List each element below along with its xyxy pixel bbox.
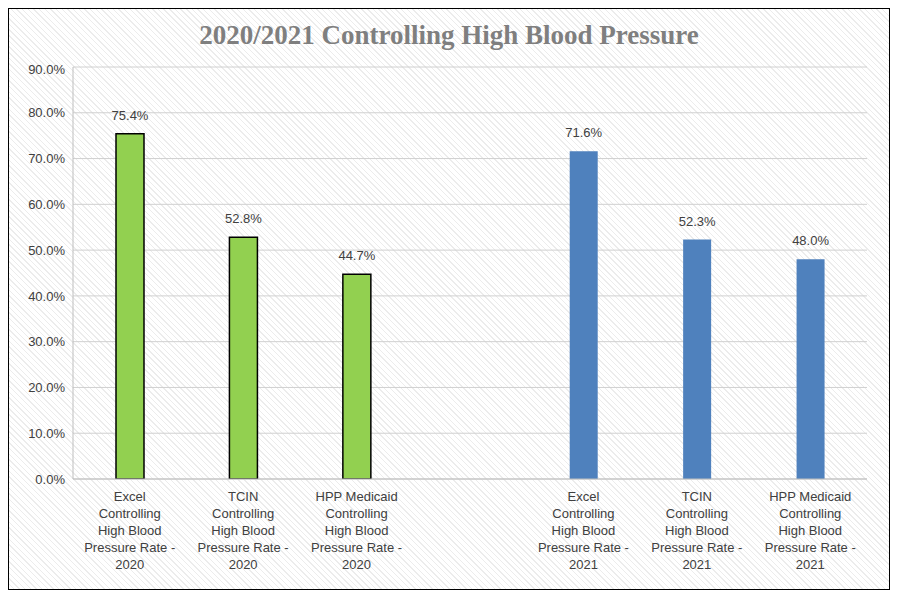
svg-text:ExcelControllingHigh BloodPres: ExcelControllingHigh BloodPressure Rate … xyxy=(538,489,629,572)
svg-text:TCINControllingHigh BloodPress: TCINControllingHigh BloodPressure Rate -… xyxy=(198,489,289,572)
svg-text:HPP MedicaidControllingHigh Bl: HPP MedicaidControllingHigh BloodPressur… xyxy=(765,489,856,572)
svg-text:50.0%: 50.0% xyxy=(28,243,65,258)
svg-text:70.0%: 70.0% xyxy=(28,151,65,166)
svg-text:60.0%: 60.0% xyxy=(28,197,65,212)
svg-text:52.3%: 52.3% xyxy=(679,214,716,229)
svg-text:30.0%: 30.0% xyxy=(28,334,65,349)
svg-text:44.7%: 44.7% xyxy=(338,248,375,263)
svg-text:71.6%: 71.6% xyxy=(565,125,602,140)
svg-text:80.0%: 80.0% xyxy=(28,105,65,120)
svg-text:52.8%: 52.8% xyxy=(225,211,262,226)
svg-text:10.0%: 10.0% xyxy=(28,426,65,441)
svg-text:ExcelControllingHigh BloodPres: ExcelControllingHigh BloodPressure Rate … xyxy=(84,489,175,572)
html-text:2020/2021 Controlling High Blo: 2020/2021 Controlling High Blood Pressur… xyxy=(199,20,699,50)
svg-text:75.4%: 75.4% xyxy=(112,108,149,123)
svg-text:HPP MedicaidControllingHigh Bl: HPP MedicaidControllingHigh BloodPressur… xyxy=(311,489,402,572)
svg-text:20.0%: 20.0% xyxy=(28,380,65,395)
svg-text:48.0%: 48.0% xyxy=(792,233,829,248)
svg-text:40.0%: 40.0% xyxy=(28,289,65,304)
svg-text:TCINControllingHigh BloodPress: TCINControllingHigh BloodPressure Rate -… xyxy=(651,489,742,572)
svg-text:90.0%: 90.0% xyxy=(28,62,65,77)
svg-text:0.0%: 0.0% xyxy=(35,472,65,487)
